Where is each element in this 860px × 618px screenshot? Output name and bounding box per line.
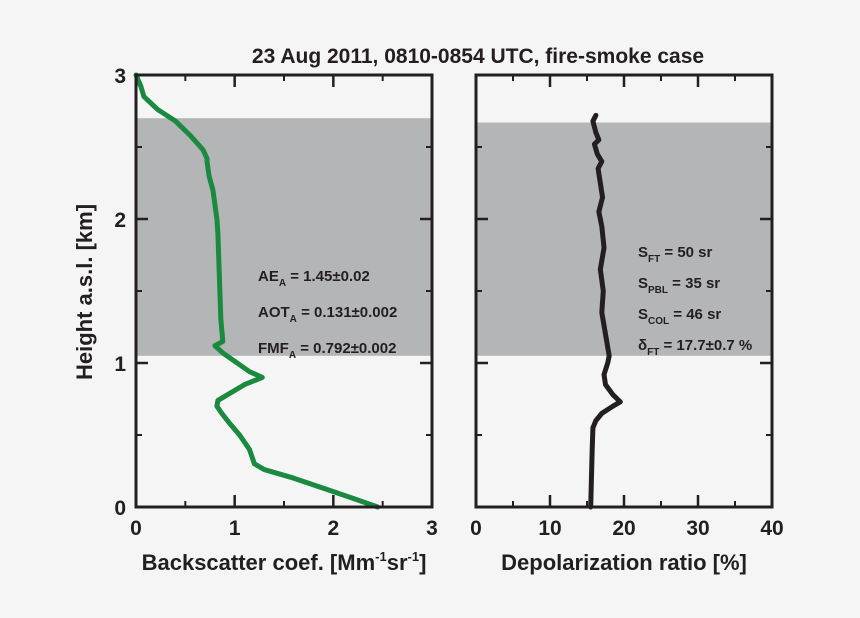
annotation-text: δFT = 17.7±0.7 % [638, 337, 752, 358]
chart-title: 23 Aug 2011, 0810-0854 UTC, fire-smoke c… [252, 45, 704, 68]
annotation-subscript: PBL [648, 285, 668, 296]
x-tick-label: 40 [760, 517, 783, 540]
annotation-symbol: FMF [258, 340, 289, 357]
backscatter-x-label-sup1: -1 [375, 549, 387, 564]
annotation-symbol: AE [258, 268, 279, 285]
x-tick-label: 2 [327, 517, 339, 540]
depolarization-shaded-layer [476, 122, 772, 356]
annotation-value: = 1.45±0.02 [286, 268, 370, 285]
annotation-value: = 0.792±0.002 [296, 340, 396, 357]
annotation-subscript: A [279, 278, 286, 289]
annotation-text: SCOL = 46 sr [638, 306, 721, 327]
annotation-subscript: A [289, 350, 296, 361]
annotation-symbol: AOT [258, 304, 290, 321]
annotation-symbol: S [638, 244, 648, 261]
annotation-text: FMFA = 0.792±0.002 [258, 340, 396, 361]
backscatter-x-label-end: ] [419, 550, 426, 575]
annotation-value: = 50 sr [660, 244, 712, 261]
x-tick-label: 0 [130, 517, 142, 540]
annotation-value: = 0.131±0.002 [297, 304, 397, 321]
annotation-text: SPBL = 35 sr [638, 275, 720, 296]
depolarization-ticks: 0 10 20 30 40 [470, 73, 784, 540]
backscatter-x-label-mid: sr [387, 550, 408, 575]
backscatter-x-axis-label: Backscatter coef. [Mm-1sr-1] [142, 549, 427, 575]
x-tick-label: 1 [229, 517, 241, 540]
x-tick-label: 3 [426, 517, 438, 540]
annotation-subscript: A [290, 314, 297, 325]
annotation-value: = 35 sr [668, 275, 720, 292]
backscatter-shaded-layer [136, 118, 432, 356]
annotation-subscript: FT [647, 347, 659, 358]
annotation-text: SFT = 50 sr [638, 244, 713, 265]
y-axis-label: Height a.s.l. [km] [72, 204, 97, 380]
depolarization-profile-line [588, 112, 623, 510]
y-tick-label: 3 [114, 65, 126, 88]
x-tick-label: 0 [470, 517, 482, 540]
backscatter-profile-line [133, 72, 381, 510]
annotation-symbol: S [638, 306, 648, 323]
x-tick-label: 10 [538, 517, 561, 540]
y-tick-label: 1 [114, 353, 126, 376]
y-tick-label: 2 [114, 209, 126, 232]
annotation-value: = 17.7±0.7 % [659, 337, 752, 354]
y-tick-label: 0 [114, 497, 126, 520]
annotation-symbol: δ [638, 337, 647, 354]
backscatter-x-label-main: Backscatter coef. [Mm [142, 550, 376, 575]
backscatter-x-label-sup2: -1 [408, 549, 420, 564]
annotation-symbol: S [638, 275, 648, 292]
x-tick-label: 20 [612, 517, 635, 540]
annotation-subscript: FT [648, 254, 660, 265]
backscatter-ticks: 0 1 2 3 0 1 2 3 [114, 65, 438, 540]
annotation-value: = 46 sr [669, 306, 721, 323]
annotation-text: AOTA = 0.131±0.002 [258, 304, 397, 325]
depolarization-x-axis-label: Depolarization ratio [%] [501, 550, 747, 575]
x-tick-label: 30 [686, 517, 709, 540]
annotation-subscript: COL [648, 316, 669, 327]
annotation-text: AEA = 1.45±0.02 [258, 268, 370, 289]
